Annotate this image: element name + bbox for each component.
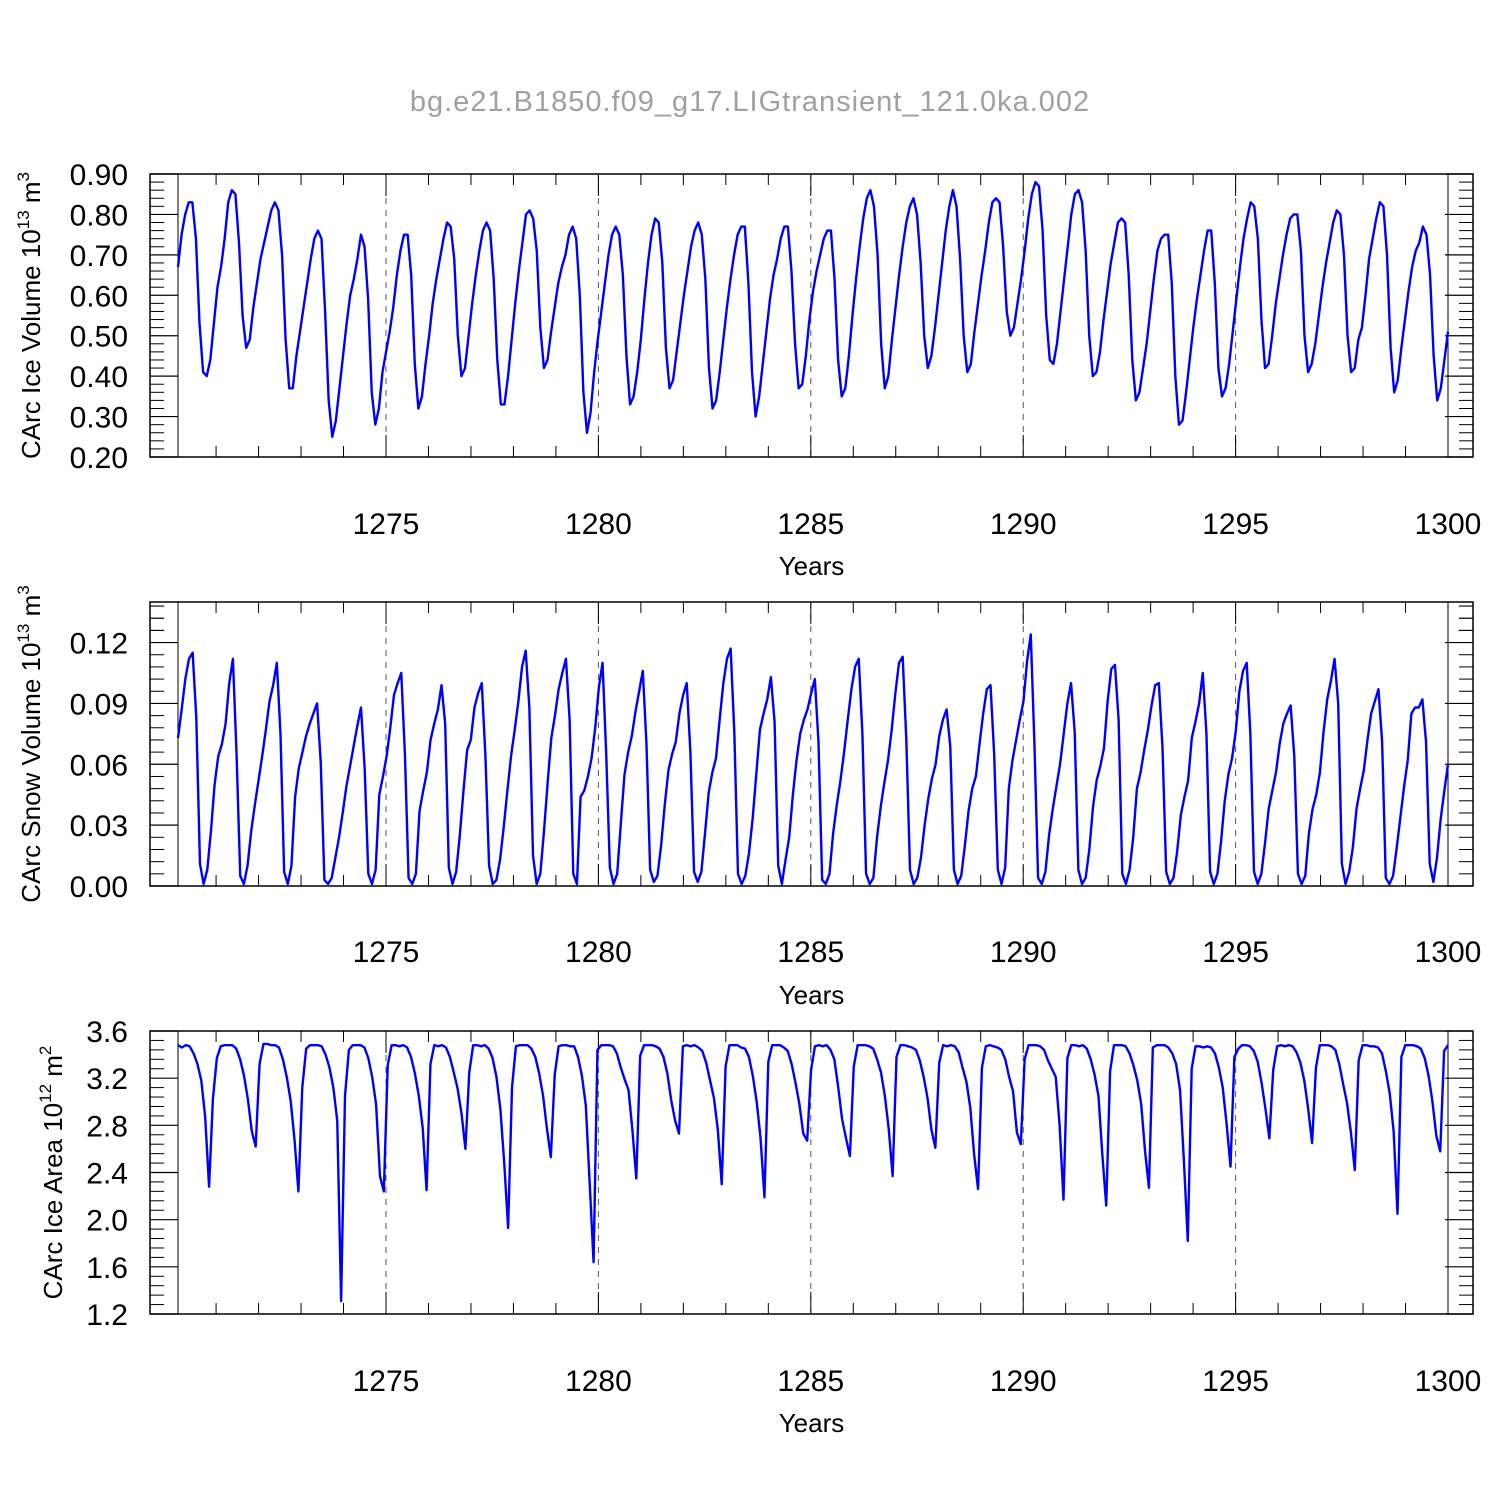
y-tick-label: 3.2 bbox=[86, 1063, 128, 1096]
x-tick-label: 1290 bbox=[990, 1365, 1057, 1398]
y-tick-label: 0.06 bbox=[70, 749, 128, 782]
y-tick-label: 3.6 bbox=[86, 1016, 128, 1049]
x-tick-label: 1295 bbox=[1202, 936, 1269, 969]
y-tick-label: 0.70 bbox=[70, 240, 128, 273]
x-tick-label: 1285 bbox=[777, 936, 844, 969]
x-tick-label: 1275 bbox=[353, 936, 420, 969]
x-tick-label: 1290 bbox=[990, 936, 1057, 969]
plot-frame bbox=[149, 173, 1474, 458]
y-axis-label-part: 3 bbox=[14, 585, 33, 594]
y-tick-label: 0.60 bbox=[70, 280, 128, 313]
y-tick-label: 0.80 bbox=[70, 199, 128, 232]
x-tick-label: 1280 bbox=[565, 508, 632, 541]
plot-frame bbox=[149, 601, 1474, 887]
x-tick-label: 1285 bbox=[777, 508, 844, 541]
x-tick-label: 1280 bbox=[565, 1365, 632, 1398]
y-axis-label-part: 13 bbox=[14, 210, 33, 229]
y-tick-label: 0.50 bbox=[70, 321, 128, 354]
y-tick-label: 0.30 bbox=[70, 402, 128, 435]
x-tick-label: 1300 bbox=[1415, 936, 1482, 969]
y-tick-label: 2.8 bbox=[86, 1110, 128, 1143]
y-tick-label: 2.0 bbox=[86, 1205, 128, 1238]
y-axis-label-part: 12 bbox=[36, 1084, 55, 1103]
y-axis-label-part: CArc Snow Volume 10 bbox=[16, 643, 46, 903]
x-tick-label: 1290 bbox=[990, 508, 1057, 541]
figure-title: bg.e21.B1850.f09_g17.LIGtransient_121.0k… bbox=[410, 86, 1090, 118]
x-tick-label: 1285 bbox=[777, 1365, 844, 1398]
y-axis-label-part: 2 bbox=[36, 1046, 55, 1055]
panel-1: 0.20 0.30 0.40 0.50 0.60 0.70 0.80 0.90 1275 1280… bbox=[14, 159, 1481, 581]
x-tick-label: 1295 bbox=[1202, 508, 1269, 541]
panel-2: 0.00 0.03 0.06 0.09 0.12 1275 1280 1285 1290 1295… bbox=[14, 585, 1481, 1010]
y-tick-label: 0.20 bbox=[70, 442, 128, 475]
y-axis-label-part: CArc Ice Volume 10 bbox=[16, 229, 46, 459]
x-tick-label: 1275 bbox=[353, 508, 420, 541]
y-axis-label: CArc Ice Area 1012 m2 bbox=[36, 1046, 68, 1300]
y-axis-label-part: m bbox=[16, 595, 46, 624]
y-axis-label-part: CArc Ice Area 10 bbox=[38, 1103, 68, 1300]
x-tick-label: 1275 bbox=[353, 1365, 420, 1398]
x-tick-label: 1295 bbox=[1202, 1365, 1269, 1398]
x-axis-label: Years bbox=[779, 980, 845, 1010]
y-axis-label: CArc Snow Volume 1013 m3 bbox=[14, 585, 46, 902]
y-axis-label-part: m bbox=[38, 1055, 68, 1084]
y-tick-label: 0.40 bbox=[70, 361, 128, 394]
panel-3: 1.2 1.6 2.0 2.4 2.8 3.2 3.6 1275 1280 1285 1290 129… bbox=[36, 1016, 1481, 1438]
y-tick-label: 0.90 bbox=[70, 159, 128, 192]
y-tick-label: 1.2 bbox=[86, 1299, 128, 1332]
y-axis-label-part: 3 bbox=[14, 172, 33, 181]
y-tick-label: 0.00 bbox=[70, 871, 128, 904]
x-tick-label: 1300 bbox=[1415, 508, 1482, 541]
y-tick-label: 0.09 bbox=[70, 688, 128, 721]
x-tick-label: 1280 bbox=[565, 936, 632, 969]
y-axis-label-part: 13 bbox=[14, 624, 33, 643]
series-line bbox=[176, 180, 1450, 438]
y-tick-label: 1.6 bbox=[86, 1252, 128, 1285]
y-tick-label: 0.03 bbox=[70, 810, 128, 843]
series-line bbox=[176, 633, 1450, 886]
x-axis-label: Years bbox=[779, 551, 845, 581]
y-axis-label-part: m bbox=[16, 181, 46, 210]
x-axis-label: Years bbox=[779, 1408, 845, 1438]
y-axis-label: CArc Ice Volume 1013 m3 bbox=[14, 172, 46, 459]
x-tick-label: 1300 bbox=[1415, 1365, 1482, 1398]
y-tick-label: 2.4 bbox=[86, 1158, 128, 1191]
series-line bbox=[177, 1042, 1450, 1303]
y-tick-label: 0.12 bbox=[70, 628, 128, 661]
